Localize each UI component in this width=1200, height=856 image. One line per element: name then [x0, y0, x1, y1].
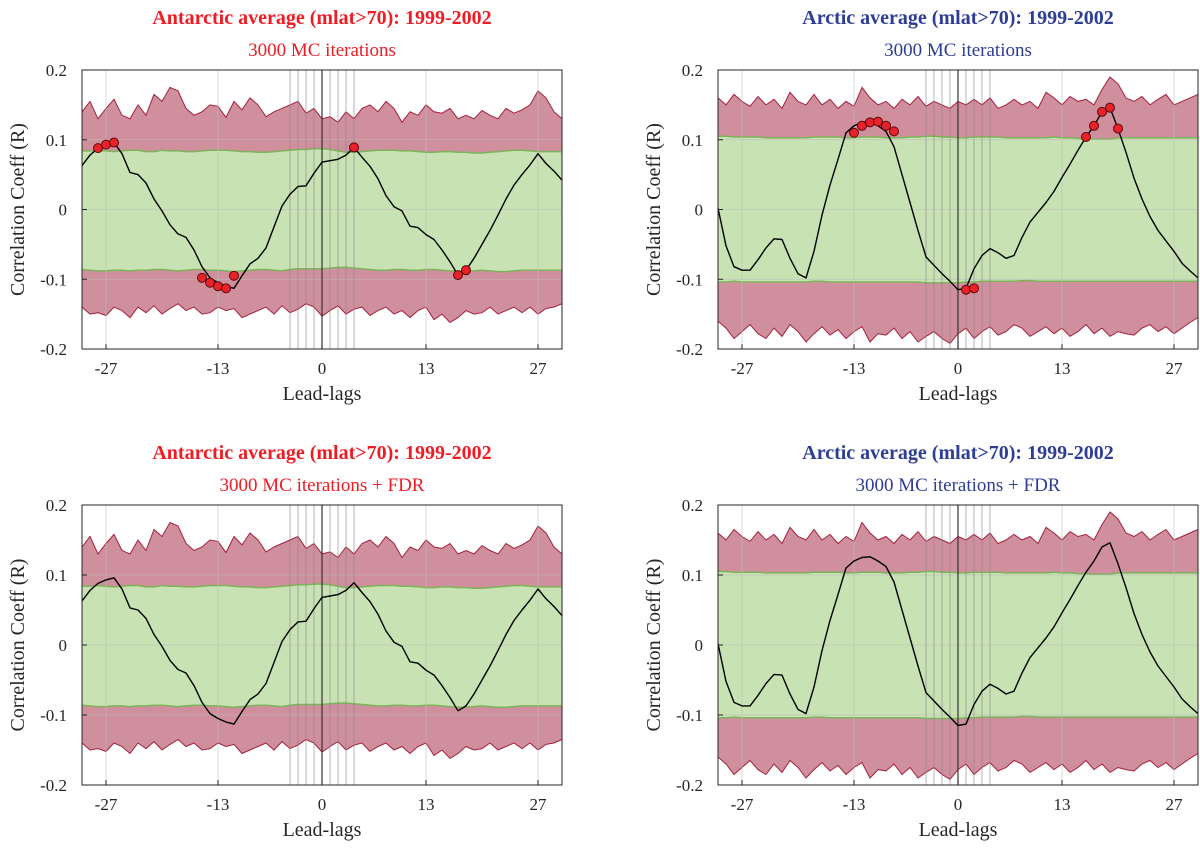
y-tick-label: -0.1 — [676, 270, 703, 289]
y-tick-label: -0.2 — [40, 776, 67, 795]
x-tick-label: 0 — [954, 795, 963, 814]
y-tick-label: -0.2 — [676, 776, 703, 795]
significant-point-marker — [349, 142, 359, 153]
chart-subtitle: 3000 MC iterations — [884, 40, 1032, 61]
chart-title: Arctic average (mlat>70): 1999-2002 — [802, 7, 1113, 29]
x-axis-label: Lead-lags — [283, 383, 362, 405]
chart-subtitle: 3000 MC iterations — [248, 40, 396, 61]
x-tick-label: 13 — [1054, 359, 1071, 378]
x-tick-label: 27 — [1166, 795, 1184, 814]
significant-point-marker — [109, 137, 119, 148]
y-tick-label: 0 — [59, 201, 68, 220]
x-tick-label: 27 — [1166, 359, 1184, 378]
y-tick-label: -0.2 — [676, 340, 703, 359]
x-tick-label: 13 — [418, 795, 435, 814]
significant-point-marker — [873, 116, 883, 127]
chart-title: Arctic average (mlat>70): 1999-2002 — [802, 442, 1113, 464]
significant-point-marker — [849, 127, 859, 138]
significant-point-marker — [221, 283, 231, 294]
y-tick-label: 0.2 — [682, 61, 703, 80]
x-tick-label: 27 — [530, 359, 548, 378]
y-tick-label: 0.2 — [682, 496, 703, 515]
x-axis-label: Lead-lags — [919, 383, 998, 405]
significant-point-marker — [461, 265, 471, 276]
x-tick-label: -27 — [95, 359, 118, 378]
chart-subtitle: 3000 MC iterations + FDR — [856, 475, 1061, 496]
x-tick-label: -27 — [731, 359, 754, 378]
y-tick-label: 0.1 — [46, 566, 67, 585]
correlation-line — [81, 577, 563, 725]
significant-point-marker — [229, 270, 239, 281]
significant-point-marker — [453, 270, 463, 281]
y-tick-label: 0 — [59, 636, 68, 655]
chart-subtitle: 3000 MC iterations + FDR — [220, 475, 425, 496]
x-tick-label: 13 — [418, 359, 435, 378]
significant-point-marker — [969, 283, 979, 294]
x-axis-label: Lead-lags — [283, 819, 362, 841]
x-tick-label: 0 — [318, 795, 327, 814]
chart-title: Antarctic average (mlat>70): 1999-2002 — [152, 7, 491, 29]
chart-panel-4: -27 -13 0 13 27 -0.2 -0.1 0 0.1 0.2 Lead-lags Corre… — [643, 442, 1199, 841]
y-tick-label: -0.1 — [40, 270, 67, 289]
significant-point-marker — [881, 120, 891, 131]
significant-point-marker — [961, 284, 971, 295]
significant-point-marker — [1081, 131, 1091, 142]
x-tick-label: -13 — [843, 359, 866, 378]
y-tick-label: 0.1 — [682, 131, 703, 150]
chart-panel-3: -27 -13 0 13 27 -0.2 -0.1 0 0.1 0.2 Lead-lags Corre… — [7, 442, 563, 841]
significant-point-marker — [197, 272, 207, 283]
y-tick-label: 0.2 — [46, 496, 67, 515]
y-tick-label: 0 — [695, 636, 704, 655]
chart-panel-1: -27 -13 0 13 27 -0.2 -0.1 0 0.1 0.2 Lead-lags Corre… — [7, 7, 563, 405]
y-axis-label: Correlation Coeff (R) — [7, 559, 29, 732]
x-tick-label: -13 — [207, 359, 230, 378]
correlation-line — [717, 542, 1199, 727]
significant-point-marker — [1097, 106, 1107, 117]
y-tick-label: 0.2 — [46, 61, 67, 80]
significant-point-marker — [1113, 123, 1123, 134]
significant-point-marker — [889, 126, 899, 137]
x-tick-label: -27 — [95, 795, 118, 814]
y-axis-label: Correlation Coeff (R) — [7, 123, 29, 296]
chart-title: Antarctic average (mlat>70): 1999-2002 — [152, 442, 491, 464]
x-tick-label: -13 — [207, 795, 230, 814]
x-axis-label: Lead-lags — [919, 819, 998, 841]
x-tick-label: -27 — [731, 795, 754, 814]
chart-panel-2: -27 -13 0 13 27 -0.2 -0.1 0 0.1 0.2 Lead-lags Corre… — [643, 7, 1199, 405]
y-tick-label: -0.2 — [40, 340, 67, 359]
y-tick-label: 0.1 — [46, 131, 67, 150]
y-tick-label: 0 — [695, 201, 704, 220]
correlation-line — [81, 141, 563, 289]
x-tick-label: -13 — [843, 795, 866, 814]
x-tick-label: 13 — [1054, 795, 1071, 814]
y-axis-label: Correlation Coeff (R) — [643, 123, 665, 296]
x-tick-label: 27 — [530, 795, 548, 814]
x-tick-label: 0 — [318, 359, 327, 378]
y-axis-label: Correlation Coeff (R) — [643, 559, 665, 732]
significant-point-marker — [1105, 102, 1115, 113]
y-tick-label: -0.1 — [40, 706, 67, 725]
x-tick-label: 0 — [954, 359, 963, 378]
significant-point-marker — [1089, 120, 1099, 131]
y-tick-label: -0.1 — [676, 706, 703, 725]
y-tick-label: 0.1 — [682, 566, 703, 585]
